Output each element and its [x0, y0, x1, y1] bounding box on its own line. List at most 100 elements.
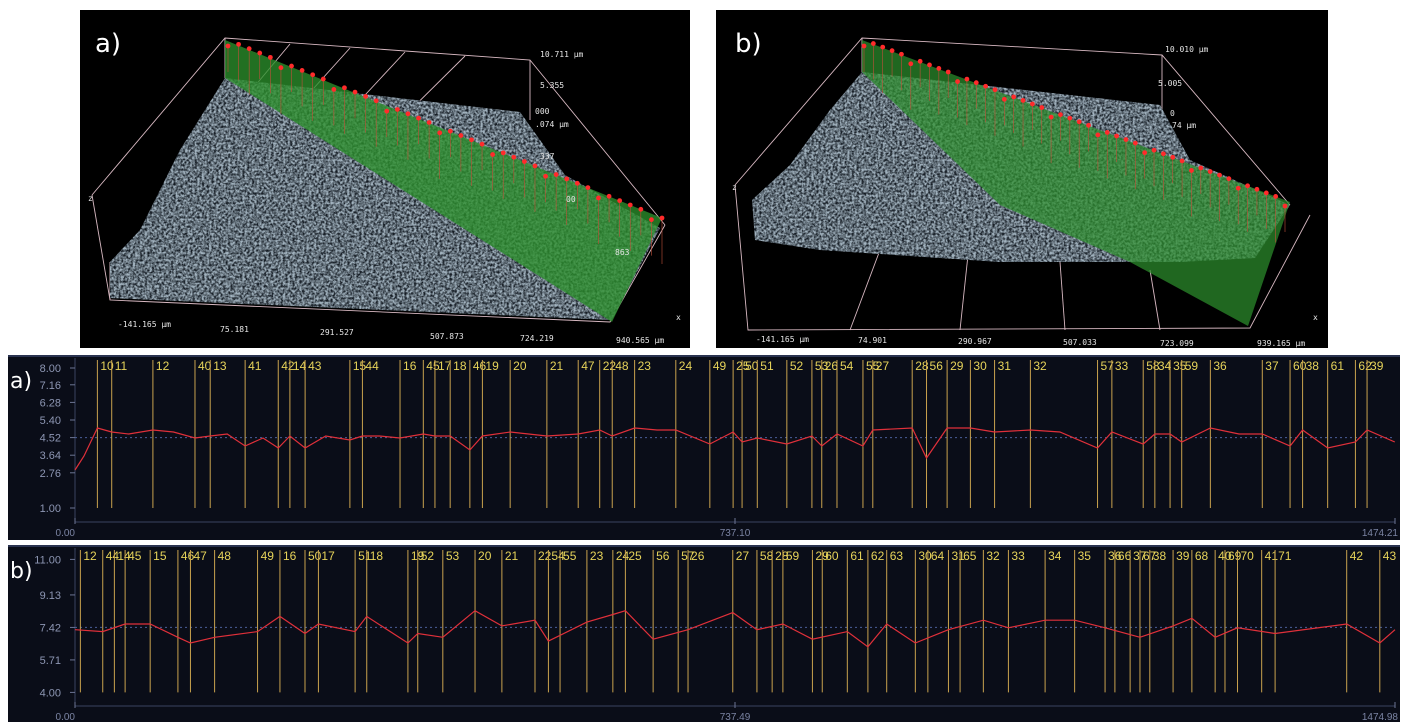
pin-head [353, 90, 358, 95]
x-label: 507.033 [1063, 338, 1097, 347]
pin-head [564, 177, 569, 182]
pin-head [1283, 204, 1288, 209]
x-label: 290.967 [958, 337, 992, 346]
pin-head [458, 133, 463, 138]
pin-head [1011, 94, 1016, 99]
z-label: 000 [535, 107, 550, 116]
z-label: 5.005 [1158, 79, 1182, 88]
pin-head [974, 80, 979, 85]
pin-head [1133, 141, 1138, 146]
axis-name: z [732, 183, 737, 192]
marker-label: 37 [1265, 359, 1279, 373]
pin-head [1198, 166, 1203, 171]
marker-label: 22 [538, 549, 552, 563]
pin-head [310, 72, 315, 77]
y-tick-label: 11.00 [34, 554, 61, 566]
marker-label: 19 [485, 359, 499, 373]
pin-head [395, 107, 400, 112]
pin-head [1095, 132, 1100, 137]
pin-head [1142, 150, 1147, 155]
pin-head [1273, 194, 1278, 199]
y-tick-label: 4.00 [40, 687, 61, 699]
pin-head [247, 46, 252, 51]
pin-head [575, 181, 580, 186]
marker-label: 36 [1213, 359, 1227, 373]
marker-label: 23 [590, 549, 604, 563]
marker-label: 25 [628, 549, 642, 563]
x-label: 940.565 µm [616, 336, 664, 345]
marker-label: 16 [403, 359, 417, 373]
pin-head [469, 137, 474, 142]
pin-head [1161, 151, 1166, 156]
marker-label: 27 [736, 549, 750, 563]
marker-label: 18 [453, 359, 467, 373]
z-label: 0 [1170, 109, 1175, 118]
marker-label: 44 [365, 359, 379, 373]
pin-head [1067, 116, 1072, 121]
x-label: -141.165 µm [756, 335, 809, 344]
x-tick-label: 737.49 [720, 712, 751, 722]
pin-head [1170, 155, 1175, 160]
marker-label: 41 [248, 359, 262, 373]
axis-name: x [1313, 313, 1318, 322]
x-tick-label: 0.00 [56, 528, 76, 539]
pin-head [1124, 137, 1129, 142]
marker-label: 48 [615, 359, 629, 373]
pin-head [511, 155, 516, 160]
marker-label: 47 [581, 359, 595, 373]
axis-name: x [676, 313, 681, 322]
pin-head [1002, 97, 1007, 102]
pin-head [908, 61, 913, 66]
x-tick-label: 1474.98 [1362, 712, 1399, 722]
marker-label: 34 [1048, 549, 1062, 563]
pin-head [1105, 130, 1110, 135]
marker-label: 52 [421, 549, 435, 563]
pin-head [331, 87, 336, 92]
pin-head [649, 217, 654, 222]
marker-label: 30 [973, 359, 987, 373]
profile-panel: a)8.007.166.285.404.523.642.761.000.0073… [8, 355, 1400, 540]
pin-head [1086, 123, 1091, 128]
pin-head [660, 216, 665, 221]
z-label: 10.711 µm [540, 50, 584, 59]
pin-head [993, 87, 998, 92]
marker-label: 50 [308, 549, 322, 563]
pin-head [1217, 173, 1222, 178]
pin-head [1077, 119, 1082, 124]
marker-label: 12 [156, 359, 170, 373]
marker-label: 18 [370, 549, 384, 563]
marker-label: 17 [438, 359, 452, 373]
x-tick-label: 0.00 [56, 712, 76, 722]
x-label: 724.219 [520, 334, 554, 343]
marker-label: 35 [1078, 549, 1092, 563]
marker-label: 56 [656, 549, 670, 563]
marker-label: 31 [998, 359, 1012, 373]
marker-label: 45 [128, 549, 142, 563]
pin-head [363, 94, 368, 99]
marker-label: 70 [1241, 549, 1255, 563]
pin-head [880, 45, 885, 50]
marker-label: 12 [83, 549, 97, 563]
pin-head [1114, 134, 1119, 139]
pin-head [374, 98, 379, 103]
panel-label: a) [10, 369, 32, 394]
marker-label: 52 [790, 359, 804, 373]
marker-label: 39 [1370, 359, 1384, 373]
marker-label: 64 [931, 549, 945, 563]
marker-label: 26 [691, 549, 705, 563]
marker-label: 50 [745, 359, 759, 373]
marker-label: 16 [283, 549, 297, 563]
marker-label: 38 [1153, 549, 1167, 563]
marker-label: 55 [563, 549, 577, 563]
marker-label: 47 [193, 549, 207, 563]
z-label: 00 [566, 195, 576, 204]
marker-label: 41 [1265, 549, 1279, 563]
marker-label: 24 [679, 359, 693, 373]
z-label: 5.355 [540, 81, 564, 90]
pin-head [300, 68, 305, 73]
marker-label: 32 [986, 549, 1000, 563]
z-label: 863 [615, 248, 630, 257]
pin-head [1236, 186, 1241, 191]
pin-head [936, 66, 941, 71]
